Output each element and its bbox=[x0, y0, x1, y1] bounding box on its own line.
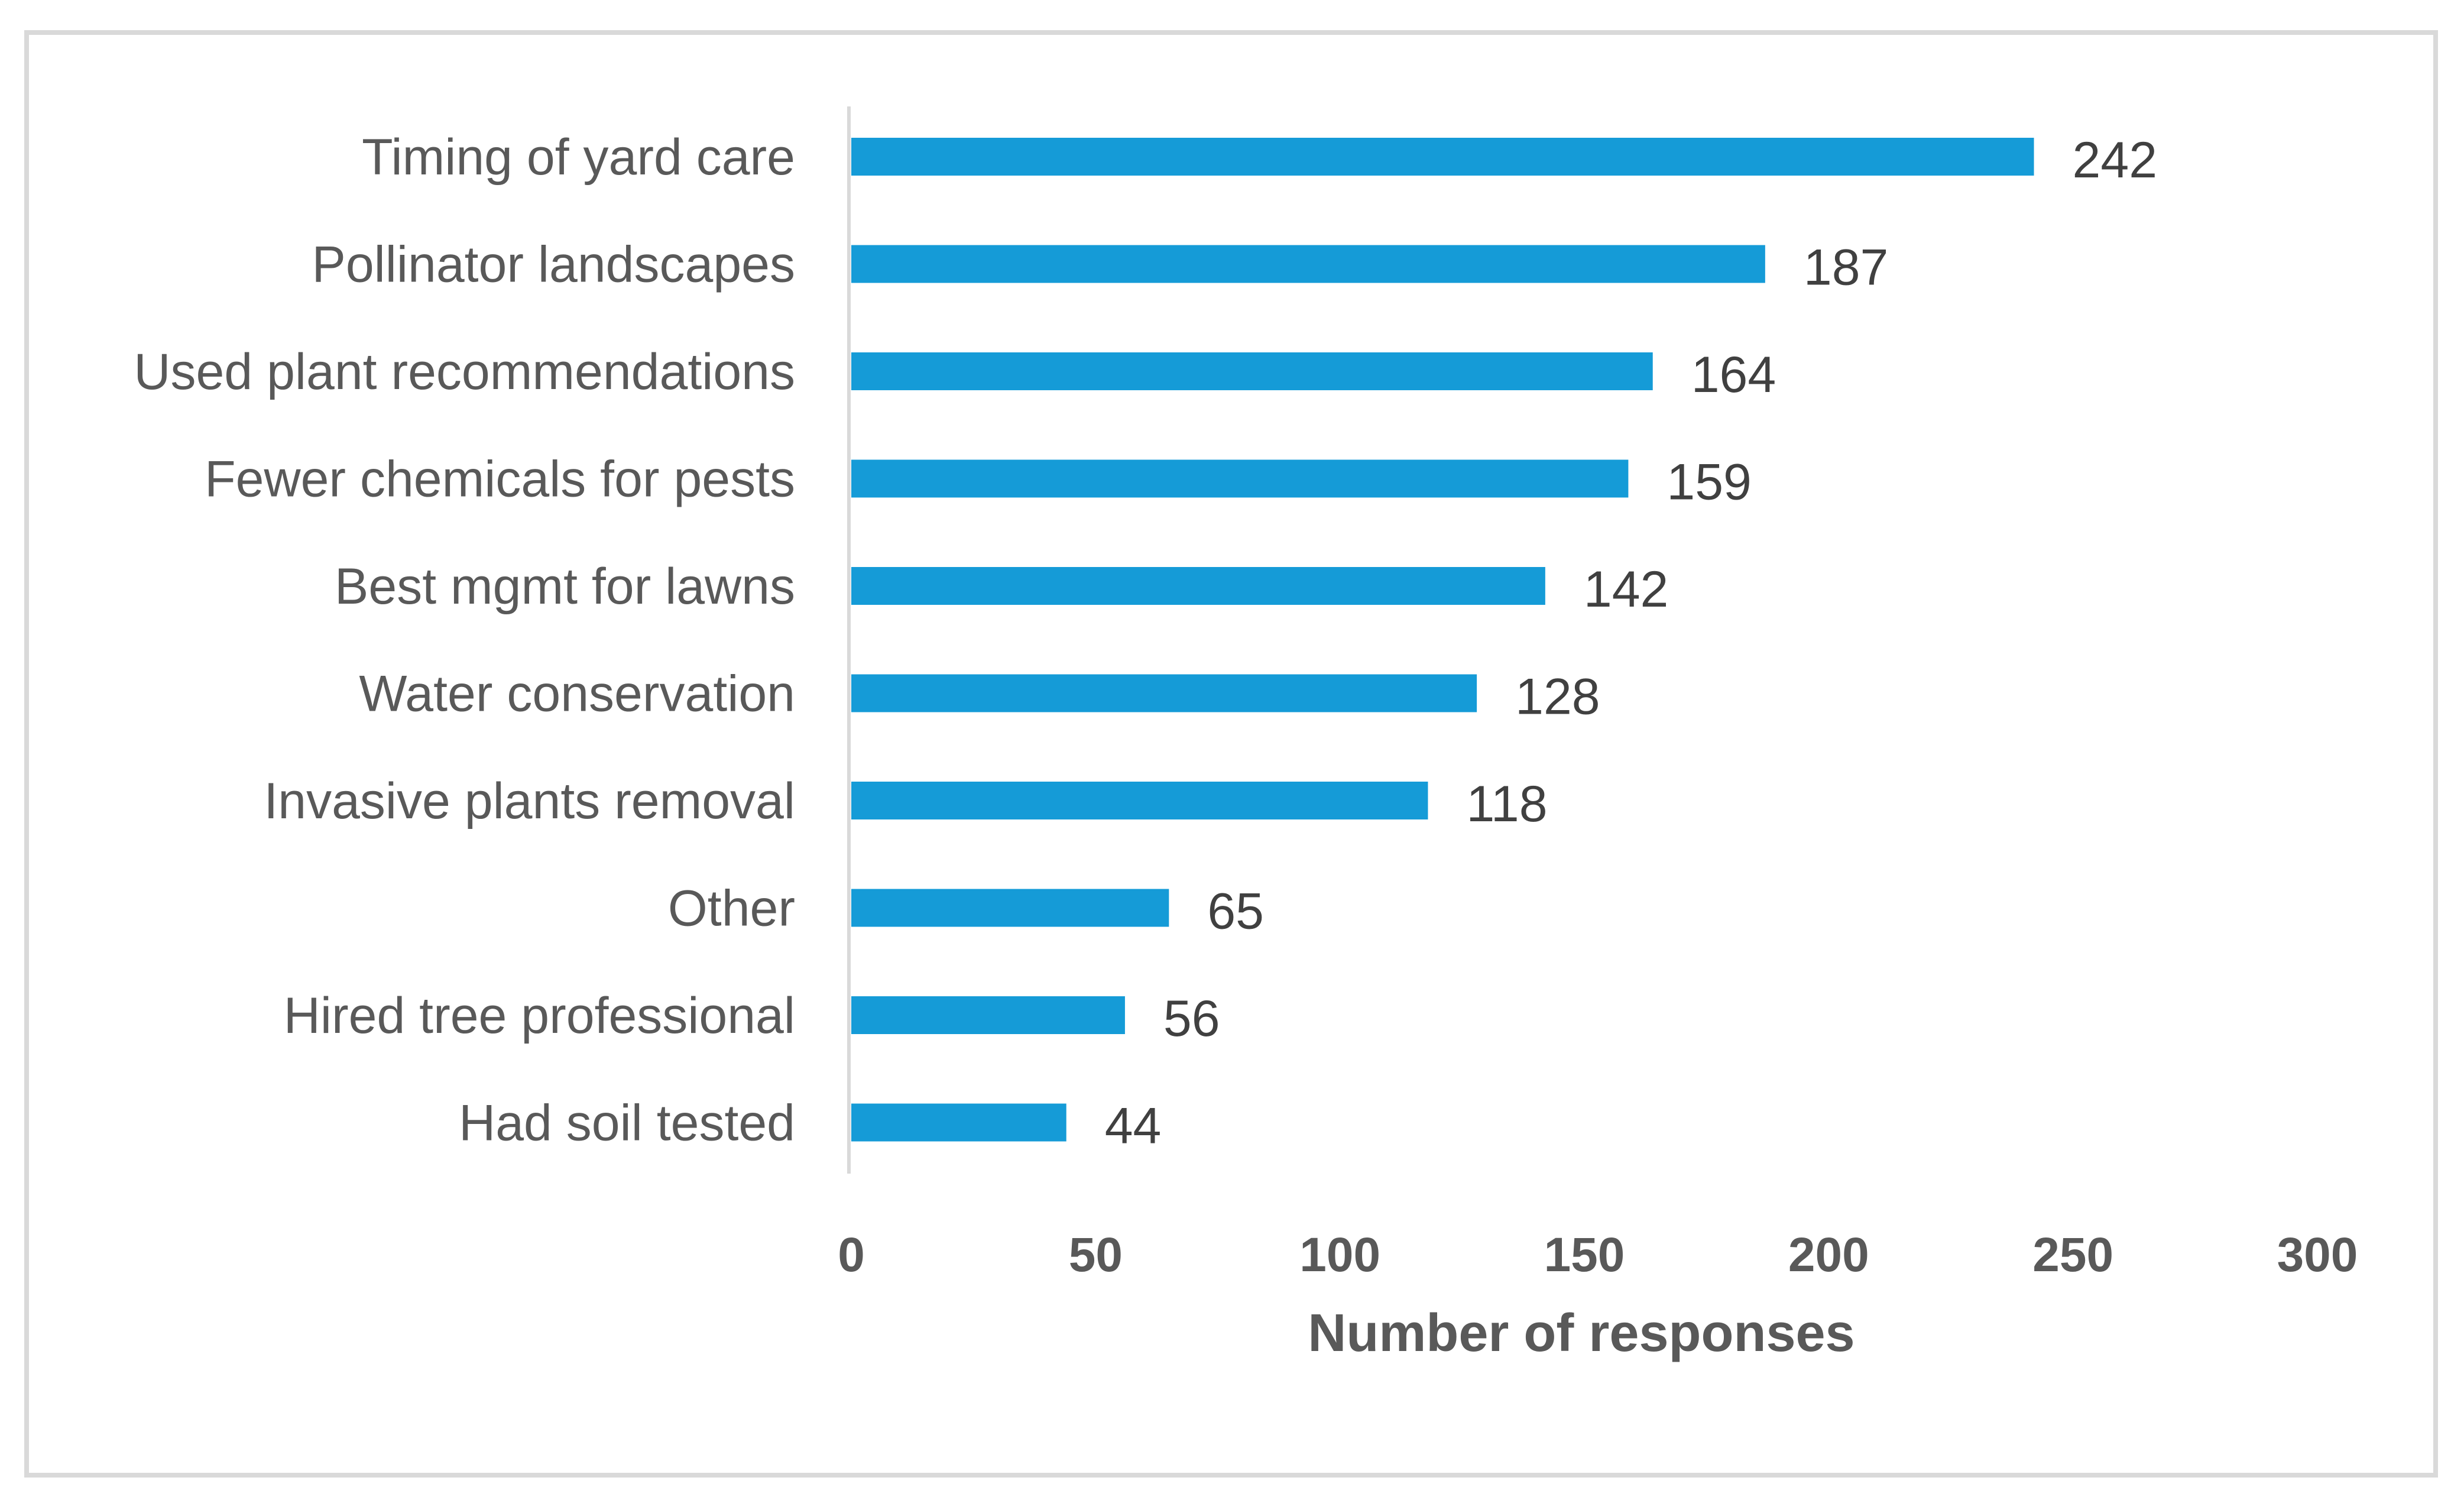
category-labels: Timing of yard care Pollinator landscapes… bbox=[134, 129, 795, 1152]
x-tick-label: 200 bbox=[1788, 1228, 1869, 1282]
value-label: 56 bbox=[1163, 990, 1220, 1047]
category-label: Invasive plants removal bbox=[264, 773, 795, 830]
x-tick-label: 300 bbox=[2277, 1228, 2358, 1282]
x-tick-label: 100 bbox=[1299, 1228, 1380, 1282]
x-tick-labels: 0 50 100 150 200 250 300 bbox=[838, 1228, 2358, 1282]
category-label: Used plant recommendations bbox=[134, 344, 795, 400]
value-label: 65 bbox=[1207, 883, 1264, 940]
bar bbox=[851, 459, 1629, 498]
value-label: 118 bbox=[1466, 776, 1547, 832]
x-tick-label: 50 bbox=[1069, 1228, 1123, 1282]
value-label: 242 bbox=[2073, 132, 2158, 189]
value-label: 164 bbox=[1691, 346, 1776, 403]
bar bbox=[851, 889, 1169, 927]
bar bbox=[851, 996, 1125, 1034]
bar bbox=[851, 782, 1428, 819]
category-label: Best mgmt for lawns bbox=[335, 558, 795, 615]
category-label: Water conservation bbox=[359, 666, 795, 723]
bar bbox=[851, 245, 1765, 283]
value-label: 142 bbox=[1584, 561, 1669, 618]
x-axis-title: Number of responses bbox=[1308, 1304, 1855, 1363]
category-label: Fewer chemicals for pests bbox=[205, 451, 795, 508]
category-label: Timing of yard care bbox=[362, 129, 795, 186]
category-label: Hired tree professional bbox=[284, 987, 795, 1044]
bar bbox=[851, 1103, 1066, 1142]
bar bbox=[851, 352, 1653, 390]
value-label: 44 bbox=[1105, 1098, 1162, 1155]
value-label: 128 bbox=[1515, 669, 1600, 725]
category-label: Pollinator landscapes bbox=[312, 236, 795, 293]
bar bbox=[851, 567, 1545, 605]
value-label: 159 bbox=[1667, 454, 1752, 511]
value-label: 187 bbox=[1804, 239, 1889, 296]
x-tick-label: 150 bbox=[1544, 1228, 1625, 1282]
x-tick-label: 0 bbox=[838, 1228, 865, 1282]
category-label: Had soil tested bbox=[459, 1095, 795, 1152]
bar bbox=[851, 674, 1477, 712]
x-tick-label: 250 bbox=[2032, 1228, 2113, 1282]
bars-group bbox=[851, 138, 2034, 1142]
category-label: Other bbox=[668, 880, 795, 937]
bar bbox=[851, 138, 2034, 176]
